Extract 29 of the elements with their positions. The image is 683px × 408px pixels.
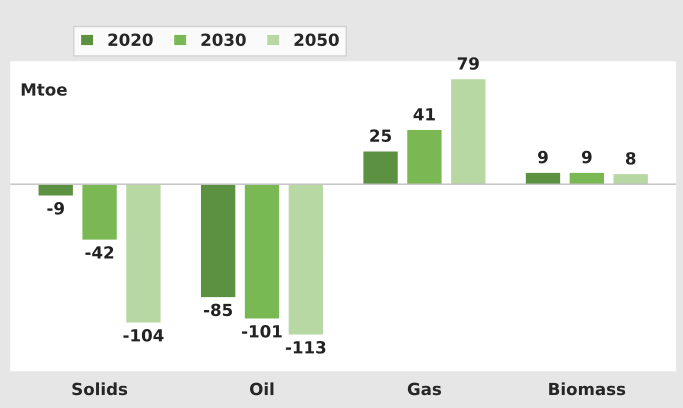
data-label: -85	[204, 304, 232, 316]
bar	[406, 128, 443, 185]
data-label: -101	[242, 325, 282, 338]
x-tick-label: Solids	[72, 382, 128, 396]
data-label: -42	[85, 246, 114, 259]
bar	[287, 183, 324, 336]
data-label: 9	[582, 150, 592, 164]
x-tick-label: Biomass	[549, 382, 626, 396]
y-axis-title: Mtoe	[22, 83, 67, 96]
data-label: 8	[626, 152, 636, 165]
bar	[124, 183, 162, 324]
legend-label: 2020	[108, 33, 153, 46]
bar	[81, 183, 118, 241]
data-label: -104	[123, 329, 164, 342]
data-label: 25	[370, 129, 391, 142]
bar	[243, 183, 281, 320]
data-label: -113	[286, 341, 326, 354]
data-label: -9	[47, 202, 64, 215]
x-tick-label: Oil	[250, 382, 274, 396]
bar	[200, 183, 237, 298]
data-label: 9	[538, 150, 548, 164]
x-tick-label: Gas	[408, 382, 442, 396]
bar	[37, 183, 74, 197]
legend-label: 2030	[201, 33, 246, 46]
data-label: 79	[458, 57, 479, 70]
legend-label: 2050	[294, 33, 339, 46]
bar	[362, 150, 400, 185]
bar	[450, 78, 487, 185]
data-label: 41	[414, 108, 435, 120]
